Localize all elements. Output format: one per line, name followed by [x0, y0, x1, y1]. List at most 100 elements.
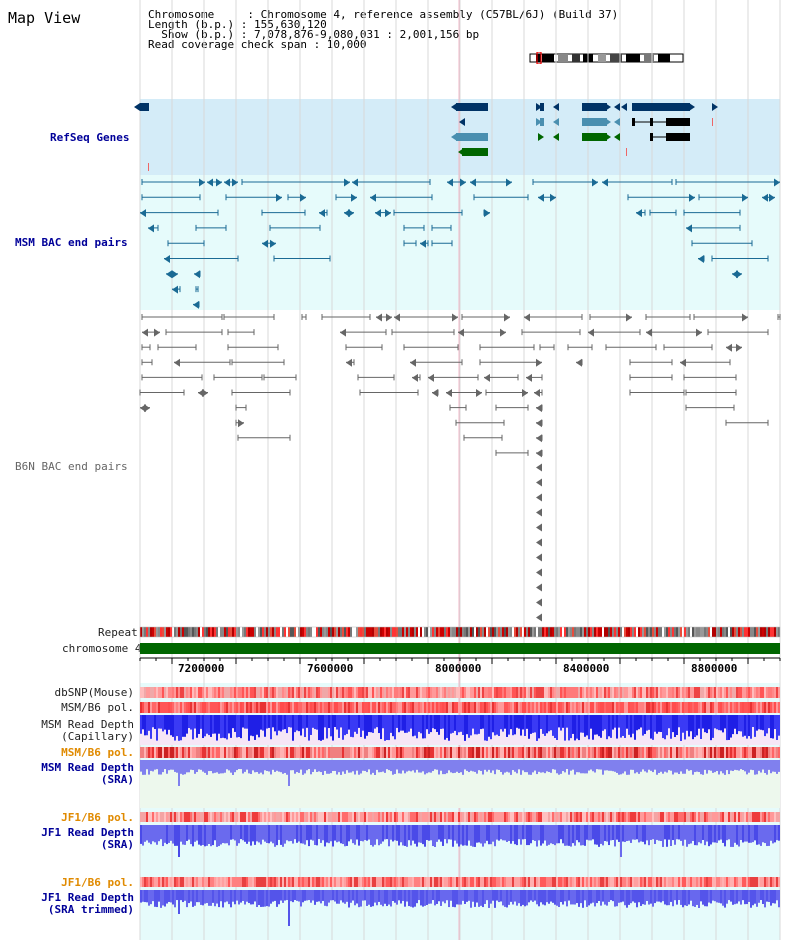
read-depth-bar	[602, 760, 604, 775]
strand-arrow	[536, 463, 542, 472]
read-depth-bar	[314, 890, 316, 905]
read-depth-bar	[762, 760, 764, 770]
variant-density-cell	[408, 812, 410, 822]
read-depth-bar	[462, 890, 464, 901]
variant-density-cell	[608, 702, 610, 713]
repeat-element	[580, 627, 582, 637]
read-depth-bar	[150, 715, 152, 739]
read-depth-bar	[728, 715, 730, 740]
variant-density-cell	[294, 747, 296, 758]
read-depth-bar	[590, 825, 592, 841]
variant-density-cell	[408, 702, 410, 713]
read-depth-bar	[256, 890, 258, 908]
repeat-element	[364, 627, 366, 637]
variant-density-cell	[340, 747, 342, 758]
variant-density-cell	[140, 747, 142, 758]
repeat-element	[758, 627, 760, 637]
read-depth-bar	[380, 715, 382, 740]
variant-density-cell	[468, 687, 470, 698]
variant-density-cell	[508, 687, 510, 698]
read-depth-bar	[554, 760, 556, 770]
repeat-element	[306, 627, 308, 637]
repeat-element	[644, 627, 646, 637]
variant-density-cell	[606, 747, 608, 758]
variant-density-cell	[290, 877, 292, 887]
variant-density-cell	[596, 747, 598, 758]
variant-density-cell	[198, 687, 200, 698]
read-depth-bar	[288, 760, 290, 786]
read-depth-bar	[678, 890, 680, 901]
variant-density-cell	[396, 812, 398, 822]
variant-density-cell	[362, 702, 364, 713]
read-depth-bar	[152, 890, 154, 902]
read-depth-bar	[148, 825, 150, 843]
read-depth-bar	[376, 825, 378, 840]
strand-arrow	[370, 193, 376, 202]
read-depth-bar	[666, 715, 668, 736]
read-depth-bar	[690, 890, 692, 901]
read-depth-bar	[294, 760, 296, 774]
read-depth-bar	[402, 890, 404, 901]
read-depth-bar	[458, 760, 460, 774]
variant-density-cell	[184, 687, 186, 698]
variant-density-cell	[566, 877, 568, 887]
read-depth-bar	[566, 825, 568, 846]
variant-density-cell	[752, 877, 754, 887]
read-depth-bar	[494, 715, 496, 736]
variant-density-cell	[364, 812, 366, 822]
variant-density-cell	[478, 877, 480, 887]
variant-density-cell	[520, 877, 522, 887]
read-depth-bar	[680, 760, 682, 772]
variant-density-cell	[614, 812, 616, 822]
read-depth-bar	[632, 825, 634, 840]
variant-density-cell	[610, 812, 612, 822]
read-depth-bar	[692, 825, 694, 841]
variant-density-cell	[594, 747, 596, 758]
variant-density-cell	[172, 812, 174, 822]
variant-density-cell	[694, 747, 696, 758]
variant-density-cell	[306, 877, 308, 887]
read-depth-bar	[176, 890, 178, 901]
variant-density-cell	[196, 812, 198, 822]
read-depth-bar	[384, 760, 386, 773]
variant-density-cell	[716, 877, 718, 887]
read-depth-bar	[428, 760, 430, 773]
variant-density-cell	[750, 812, 752, 822]
variant-density-cell	[670, 702, 672, 713]
read-depth-bar	[652, 760, 654, 773]
read-depth-bar	[172, 825, 174, 844]
read-depth-bar	[678, 715, 680, 728]
variant-density-cell	[490, 702, 492, 713]
read-depth-bar	[442, 715, 444, 729]
strand-arrow	[680, 358, 686, 367]
variant-density-cell	[620, 877, 622, 887]
variant-density-cell	[366, 812, 368, 822]
variant-density-cell	[396, 702, 398, 713]
read-depth-bar	[584, 825, 586, 846]
variant-density-cell	[406, 812, 408, 822]
read-depth-bar	[752, 825, 754, 843]
variant-density-cell	[584, 877, 586, 887]
read-depth-bar	[340, 890, 342, 901]
read-depth-bar	[702, 715, 704, 729]
variant-density-cell	[268, 877, 270, 887]
read-depth-bar	[690, 715, 692, 732]
variation-tracks	[140, 687, 780, 926]
read-depth-bar	[200, 760, 202, 770]
variant-density-cell	[632, 877, 634, 887]
variant-density-cell	[284, 702, 286, 713]
read-depth-bar	[614, 825, 616, 847]
read-depth-bar	[604, 890, 606, 905]
repeat-element	[208, 627, 210, 637]
read-depth-bar	[262, 715, 264, 731]
variant-density-cell	[190, 747, 192, 758]
read-depth-bar	[474, 825, 476, 847]
variant-density-cell	[210, 877, 212, 887]
variant-density-cell	[574, 877, 576, 887]
read-depth-bar	[268, 825, 270, 844]
read-depth-bar	[204, 760, 206, 773]
variant-density-cell	[766, 747, 768, 758]
variant-density-cell	[738, 877, 740, 887]
variant-density-cell	[292, 702, 294, 713]
